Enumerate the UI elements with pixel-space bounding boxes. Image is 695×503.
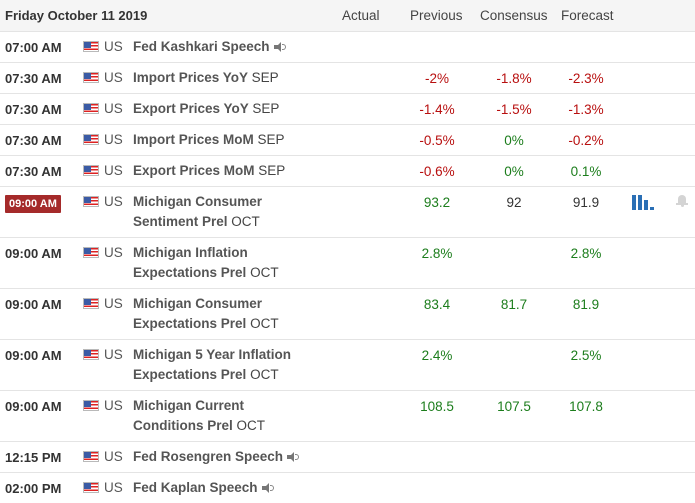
us-flag-icon: [83, 298, 99, 309]
table-row[interactable]: 07:30 AM US Import Prices YoY SEP -2% -1…: [0, 63, 695, 94]
event-name[interactable]: Michigan Inflation Expectations Prel OCT: [133, 245, 279, 280]
event-name[interactable]: Fed Kaplan Speech: [133, 478, 393, 498]
event-country: US: [104, 398, 123, 413]
event-country: US: [104, 194, 123, 209]
event-country: US: [104, 449, 123, 464]
us-flag-icon: [83, 482, 99, 493]
us-flag-icon: [83, 134, 99, 145]
bar-chart-icon[interactable]: [632, 195, 660, 210]
consensus-value: -1.8%: [496, 71, 532, 86]
table-row[interactable]: 02:00 PM US Fed Kaplan Speech: [0, 473, 695, 503]
event-country: US: [104, 245, 123, 260]
event-time: 09:00 AM: [5, 297, 62, 312]
consensus-value: 107.5: [497, 399, 531, 414]
consensus-value: 81.7: [500, 297, 528, 312]
event-name[interactable]: Michigan Consumer Sentiment Prel OCT: [133, 194, 263, 229]
forecast-value: -2.3%: [568, 71, 604, 86]
event-name[interactable]: Michigan Consumer Expectations Prel OCT: [133, 296, 279, 331]
forecast-value: 2.5%: [570, 348, 602, 363]
us-flag-icon: [83, 349, 99, 360]
table-row[interactable]: 09:00 AM US Michigan 5 Year Inflation Exp…: [0, 340, 695, 391]
table-row[interactable]: 07:30 AM US Import Prices MoM SEP -0.5% …: [0, 125, 695, 156]
us-flag-icon: [83, 103, 99, 114]
event-country: US: [104, 132, 123, 147]
previous-column-header: Previous: [410, 8, 463, 23]
table-row[interactable]: 09:00 AM US Michigan Inflation Expectatio…: [0, 238, 695, 289]
forecast-value: 2.8%: [570, 246, 602, 261]
event-time-highlighted: 09:00 AM: [5, 195, 61, 213]
table-row[interactable]: 09:00 AM US Michigan Consumer Expectation…: [0, 289, 695, 340]
consensus-column-header: Consensus: [480, 8, 548, 23]
forecast-value: 91.9: [572, 195, 600, 210]
table-row[interactable]: 09:00 AM US Michigan Current Conditions P…: [0, 391, 695, 442]
event-country: US: [104, 347, 123, 362]
event-name[interactable]: Fed Rosengren Speech: [133, 447, 393, 467]
previous-value: 108.5: [420, 399, 454, 414]
table-row[interactable]: 12:15 PM US Fed Rosengren Speech: [0, 442, 695, 473]
event-country: US: [104, 39, 123, 54]
table-row[interactable]: 07:30 AM US Export Prices YoY SEP -1.4% …: [0, 94, 695, 125]
event-time: 02:00 PM: [5, 481, 62, 496]
event-name[interactable]: Import Prices YoY SEP: [133, 70, 279, 85]
event-time: 09:00 AM: [5, 246, 62, 261]
forecast-column-header: Forecast: [561, 8, 614, 23]
event-name[interactable]: Export Prices YoY SEP: [133, 101, 280, 116]
event-country: US: [104, 101, 123, 116]
previous-value: -0.5%: [419, 133, 455, 148]
event-country: US: [104, 163, 123, 178]
actual-column-header: Actual: [342, 8, 380, 23]
table-row[interactable]: 07:00 AM US Fed Kashkari Speech: [0, 32, 695, 63]
us-flag-icon: [83, 451, 99, 462]
previous-value: 83.4: [423, 297, 451, 312]
event-time: 07:30 AM: [5, 164, 62, 179]
bell-icon[interactable]: [676, 195, 688, 207]
previous-value: -2%: [424, 71, 449, 86]
event-country: US: [104, 480, 123, 495]
event-time: 07:00 AM: [5, 40, 62, 55]
consensus-value: -1.5%: [496, 102, 532, 117]
event-country: US: [104, 296, 123, 311]
consensus-value: 0%: [504, 164, 524, 179]
previous-value: 93.2: [423, 195, 451, 210]
event-time: 07:30 AM: [5, 71, 62, 86]
speaker-icon: [287, 452, 300, 462]
us-flag-icon: [83, 41, 99, 52]
event-country: US: [104, 70, 123, 85]
forecast-value: 0.1%: [570, 164, 602, 179]
consensus-value: 0%: [504, 133, 524, 148]
speaker-icon: [273, 42, 286, 52]
event-time: 09:00 AM: [5, 348, 62, 363]
us-flag-icon: [83, 400, 99, 411]
consensus-value: 92: [506, 195, 522, 210]
forecast-value: -0.2%: [568, 133, 604, 148]
calendar-header: Friday October 11 2019 Actual Previous C…: [0, 0, 695, 32]
event-name[interactable]: Michigan Current Conditions Prel OCT: [133, 398, 266, 433]
table-row[interactable]: 09:00 AM US Michigan Consumer Sentiment P…: [0, 187, 695, 238]
table-row[interactable]: 07:30 AM US Export Prices MoM SEP -0.6% …: [0, 156, 695, 187]
event-name[interactable]: Export Prices MoM SEP: [133, 163, 286, 178]
previous-value: -0.6%: [419, 164, 455, 179]
forecast-value: -1.3%: [568, 102, 604, 117]
event-name[interactable]: Fed Kashkari Speech: [133, 37, 393, 57]
event-time: 09:00 AM: [5, 399, 62, 414]
previous-value: -1.4%: [419, 102, 455, 117]
event-name[interactable]: Michigan 5 Year Inflation Expectations Pr…: [133, 347, 292, 382]
forecast-value: 81.9: [572, 297, 600, 312]
us-flag-icon: [83, 72, 99, 83]
event-time: 12:15 PM: [5, 450, 62, 465]
forecast-value: 107.8: [569, 399, 603, 414]
event-time: 07:30 AM: [5, 102, 62, 117]
previous-value: 2.4%: [421, 348, 453, 363]
us-flag-icon: [83, 196, 99, 207]
speaker-icon: [261, 483, 274, 493]
event-time: 07:30 AM: [5, 133, 62, 148]
calendar-date: Friday October 11 2019: [5, 8, 148, 23]
event-name[interactable]: Import Prices MoM SEP: [133, 132, 285, 147]
previous-value: 2.8%: [421, 246, 453, 261]
us-flag-icon: [83, 165, 99, 176]
us-flag-icon: [83, 247, 99, 258]
